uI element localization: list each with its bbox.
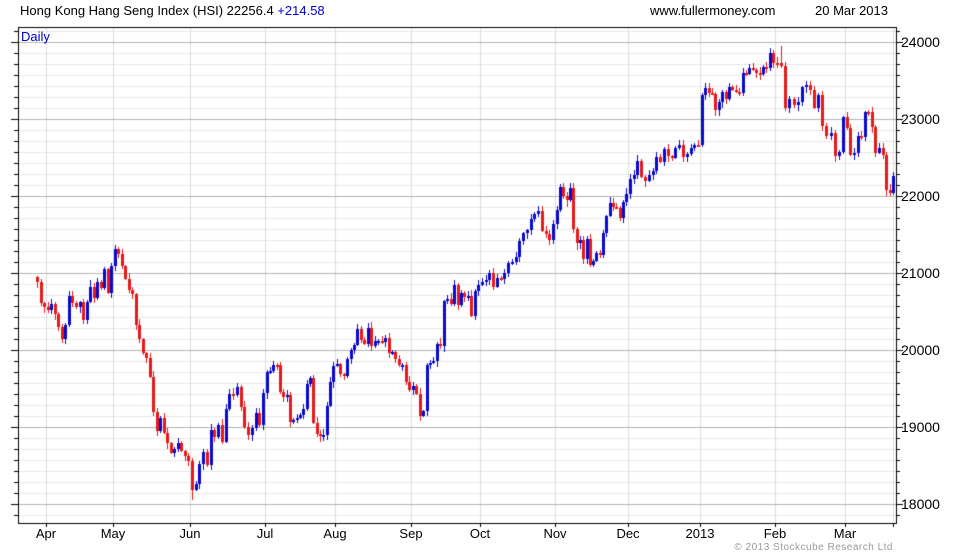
y-axis-tick-label: 20000 (901, 342, 940, 358)
x-axis-month-label: Feb (763, 526, 787, 541)
x-axis-month-label: Mar (833, 526, 857, 541)
x-axis-month-label: Aug (323, 526, 347, 541)
x-axis-month-label: Apr (35, 526, 57, 541)
y-axis-tick-label: 21000 (901, 265, 940, 281)
x-axis-month-label: Jul (256, 526, 274, 541)
timeframe-label: Daily (21, 29, 50, 44)
x-axis-month-label: Nov (543, 526, 567, 541)
y-axis-tick-label: 23000 (901, 111, 940, 127)
x-axis-month-label: Sep (399, 526, 423, 541)
x-axis-month-label: Dec (616, 526, 640, 541)
y-axis-tick-label: 19000 (901, 419, 940, 435)
y-axis-tick-label: 24000 (901, 34, 940, 50)
y-axis-tick-label: 18000 (901, 496, 940, 512)
x-axis-month-label: 2013 (685, 526, 715, 541)
x-axis-month-label: May (100, 526, 126, 541)
y-axis-tick-label: 22000 (901, 188, 940, 204)
x-axis-month-label: Oct (469, 526, 491, 541)
x-axis-month-label: Jun (179, 526, 201, 541)
copyright-notice: © 2013 Stockcube Research Ltd (734, 542, 893, 553)
